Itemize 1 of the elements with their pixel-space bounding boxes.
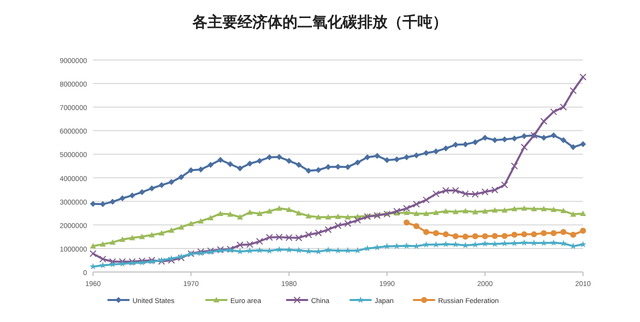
title: 各主要经济体的二氧化碳排放（千吨） [192, 14, 448, 31]
